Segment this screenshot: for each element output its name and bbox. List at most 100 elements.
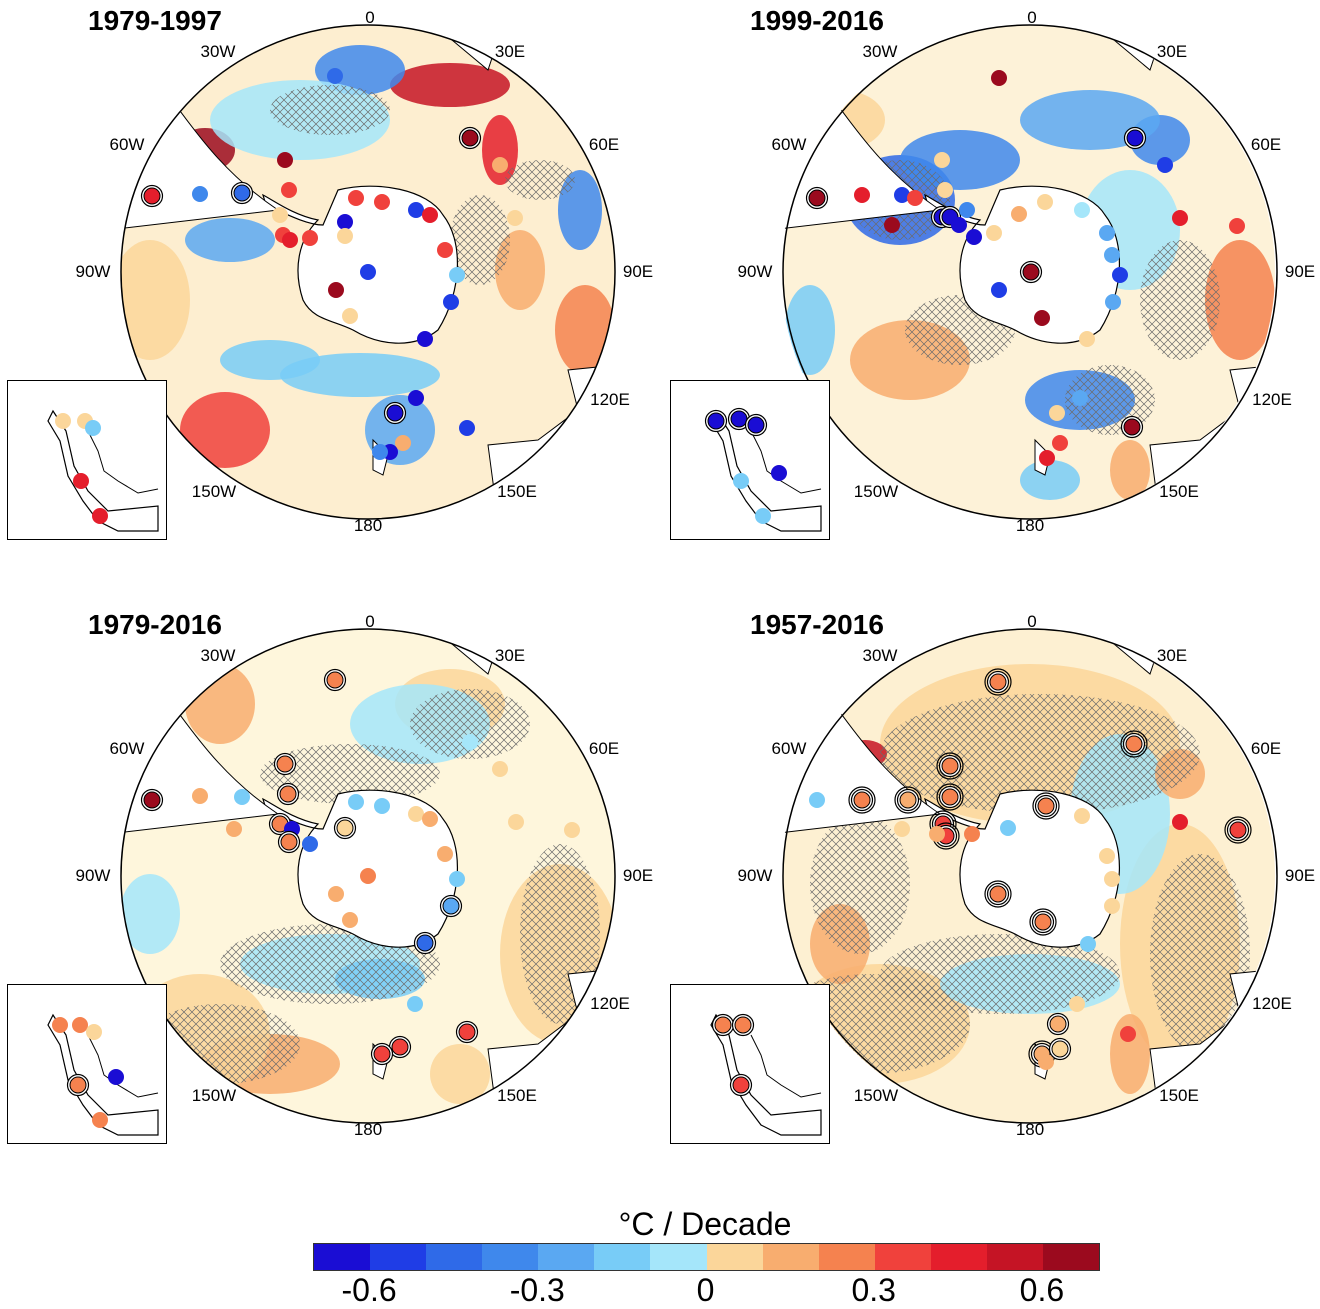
lon-label-30e: 30E — [494, 42, 526, 61]
lon-label-180: 180 — [353, 516, 383, 535]
lon-label-90w: 90W — [737, 262, 773, 281]
station-marker — [443, 294, 459, 310]
lon-label-60e: 60E — [588, 739, 620, 758]
significance-hatch — [1150, 854, 1250, 1054]
trend-region — [220, 340, 320, 380]
station-marker — [1120, 1026, 1136, 1042]
station-marker — [508, 814, 524, 830]
colorbar-tick-label: -0.6 — [341, 1272, 397, 1308]
lon-label-180: 180 — [353, 1120, 383, 1139]
trend-region — [280, 353, 440, 397]
station-marker — [1022, 263, 1040, 281]
station-marker — [348, 794, 364, 810]
station-marker — [372, 444, 388, 460]
station-marker — [337, 214, 353, 230]
station-marker — [1074, 202, 1090, 218]
lon-label-30w: 30W — [200, 646, 236, 665]
station-marker — [937, 182, 953, 198]
station-marker — [899, 791, 917, 809]
station-marker — [854, 187, 870, 203]
station-marker — [459, 420, 475, 436]
map-border — [120, 628, 616, 1124]
station-marker — [461, 129, 479, 147]
station-marker — [986, 225, 1002, 241]
station-marker — [934, 152, 950, 168]
station-marker — [449, 267, 465, 283]
inset-map — [704, 407, 822, 532]
station-marker — [1080, 936, 1096, 952]
station-marker — [276, 755, 294, 773]
station-marker — [1172, 210, 1188, 226]
station-marker — [442, 897, 460, 915]
polar-map — [120, 628, 616, 1124]
station-marker — [1112, 267, 1128, 283]
trend-region — [1020, 460, 1080, 500]
station-marker — [326, 671, 344, 689]
significance-hatch — [810, 814, 910, 954]
colorbar-tick-label: 0 — [696, 1272, 715, 1308]
station-marker — [989, 885, 1007, 903]
lon-label-60e: 60E — [1250, 135, 1282, 154]
peninsula-inset — [7, 380, 167, 540]
trend-region — [1205, 240, 1275, 360]
lon-label-150w: 150W — [191, 1086, 237, 1105]
colorbar-swatch — [314, 1244, 371, 1270]
station-marker — [1049, 1015, 1067, 1033]
colorbar-swatch — [874, 1244, 931, 1270]
peninsula-coastline — [87, 430, 159, 494]
station-marker — [492, 761, 508, 777]
lon-label-150e: 150E — [1159, 1086, 1199, 1105]
lon-label-90e: 90E — [1284, 866, 1316, 885]
station-marker — [348, 190, 364, 206]
colorbar-swatch — [370, 1244, 427, 1270]
station-marker — [279, 785, 297, 803]
station-marker — [1157, 157, 1173, 173]
lon-label-0: 0 — [1027, 8, 1037, 27]
station-marker — [1099, 225, 1115, 241]
significance-hatch — [410, 689, 530, 759]
station-ring — [936, 752, 964, 780]
lon-label-120e: 120E — [590, 994, 630, 1013]
lon-label-30w: 30W — [862, 646, 898, 665]
peninsula-inset — [670, 984, 830, 1144]
station-ring — [894, 786, 922, 814]
lon-label-150e: 150E — [497, 482, 537, 501]
station-marker — [108, 1069, 124, 1085]
station-marker — [408, 390, 424, 406]
lon-label-60w: 60W — [109, 739, 145, 758]
lon-label-0: 0 — [365, 612, 375, 631]
station-marker — [1104, 871, 1120, 887]
colorbar-swatch — [930, 1244, 987, 1270]
station-marker — [1034, 913, 1052, 931]
station-marker — [714, 1016, 732, 1034]
station-marker — [192, 186, 208, 202]
panel-title: 1999-2016 — [750, 5, 884, 36]
lon-label-60e: 60E — [588, 135, 620, 154]
map-panel-1999-2016: 1999-2016 0 30E 60E 90E 120E 150E 180 15… — [660, 0, 1320, 600]
station-marker — [1074, 808, 1090, 824]
station-marker — [730, 410, 748, 428]
station-marker — [360, 264, 376, 280]
lon-label-120e: 120E — [1252, 994, 1292, 1013]
lon-label-120e: 120E — [1252, 390, 1292, 409]
lon-label-90e: 90E — [622, 866, 654, 885]
trend-region — [555, 285, 615, 375]
station-marker — [1037, 797, 1055, 815]
lon-label-150w: 150W — [191, 482, 237, 501]
station-marker — [422, 207, 438, 223]
polar-map — [781, 24, 1278, 520]
station-marker — [1126, 129, 1144, 147]
station-marker — [966, 229, 982, 245]
station-marker — [458, 1023, 476, 1041]
colorbar-swatch — [594, 1244, 651, 1270]
lon-label-150e: 150E — [1159, 482, 1199, 501]
significance-hatch — [1140, 240, 1220, 360]
trend-region — [121, 240, 190, 360]
significance-hatch — [270, 85, 390, 135]
lon-label-60w: 60W — [771, 739, 807, 758]
colorbar-title: °C / Decade — [618, 1206, 792, 1242]
station-marker — [92, 1112, 108, 1128]
station-marker — [360, 868, 376, 884]
panel-title: 1957-2016 — [750, 609, 884, 640]
station-marker — [282, 232, 298, 248]
